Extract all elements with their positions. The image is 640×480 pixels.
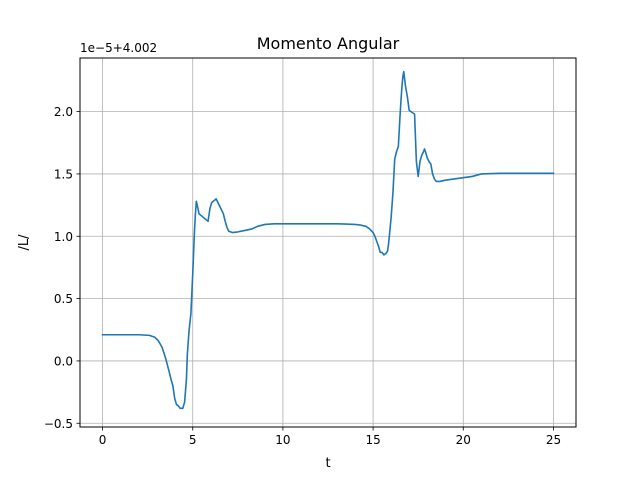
series-line-group	[101, 70, 555, 410]
x-tick-label: 20	[456, 433, 471, 447]
x-tick-label: 25	[546, 433, 561, 447]
x-tick-label: 10	[275, 433, 290, 447]
y-tick-label: −0.5	[44, 417, 73, 431]
series-line-0	[101, 70, 555, 410]
x-tick-label: 0	[99, 433, 107, 447]
plot-frame	[79, 57, 577, 428]
y-tick-label: 2.0	[54, 105, 73, 119]
y-tick-label: 0.0	[54, 354, 73, 368]
y-axis-offset-label: 1e−5+4.002	[80, 41, 157, 55]
y-tick-label: 1.0	[54, 230, 73, 244]
x-tick-label: 5	[189, 433, 197, 447]
y-axis-label: /L/	[17, 234, 32, 251]
y-tick-label: 0.5	[54, 292, 73, 306]
y-tick-label: 1.5	[54, 167, 73, 181]
x-axis-label: t	[325, 456, 330, 471]
axis-ticks: 0 5 10 15 20 25 −0.5 0.0 0.5 1.0 1.5 2.0	[44, 105, 561, 447]
x-tick-label: 15	[365, 433, 380, 447]
chart-title: Momento Angular	[257, 34, 400, 53]
grid-lines	[80, 58, 576, 427]
